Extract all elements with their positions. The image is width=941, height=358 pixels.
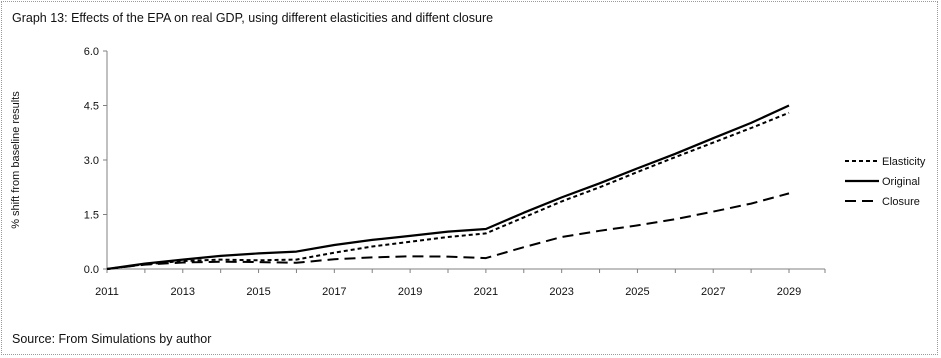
series-line-original [106,104,790,271]
chart-title: Graph 13: Effects of the EPA on real GDP… [12,11,494,25]
x-tick-label: 2025 [625,286,649,298]
y-tick-label: 1.5 [84,210,99,222]
x-tick-label: 2011 [95,286,119,298]
series-line-elasticity [106,111,790,270]
legend-label-closure: Closure [882,196,920,208]
x-tick-label: 2029 [777,286,801,298]
legend-label-elasticity: Elasticity [882,156,926,168]
source-note: Source: From Simulations by author [12,332,212,346]
x-tick-label: 2017 [322,286,346,298]
x-tick-label: 2013 [171,286,195,298]
x-tick-label: 2015 [246,286,270,298]
x-tick-label: 2021 [474,286,498,298]
y-tick-label: 0.0 [84,264,99,276]
x-tick-label: 2023 [549,286,573,298]
y-tick-label: 6.0 [84,46,99,58]
y-tick-label: 3.0 [84,155,99,167]
y-axis-label: % shift from baseline results [10,91,22,229]
y-tick-label: 4.5 [84,101,99,113]
x-tick-label: 2027 [701,286,725,298]
x-tick-label: 2019 [398,286,422,298]
series-line-closure [106,192,790,270]
legend-label-original: Original [882,176,920,188]
